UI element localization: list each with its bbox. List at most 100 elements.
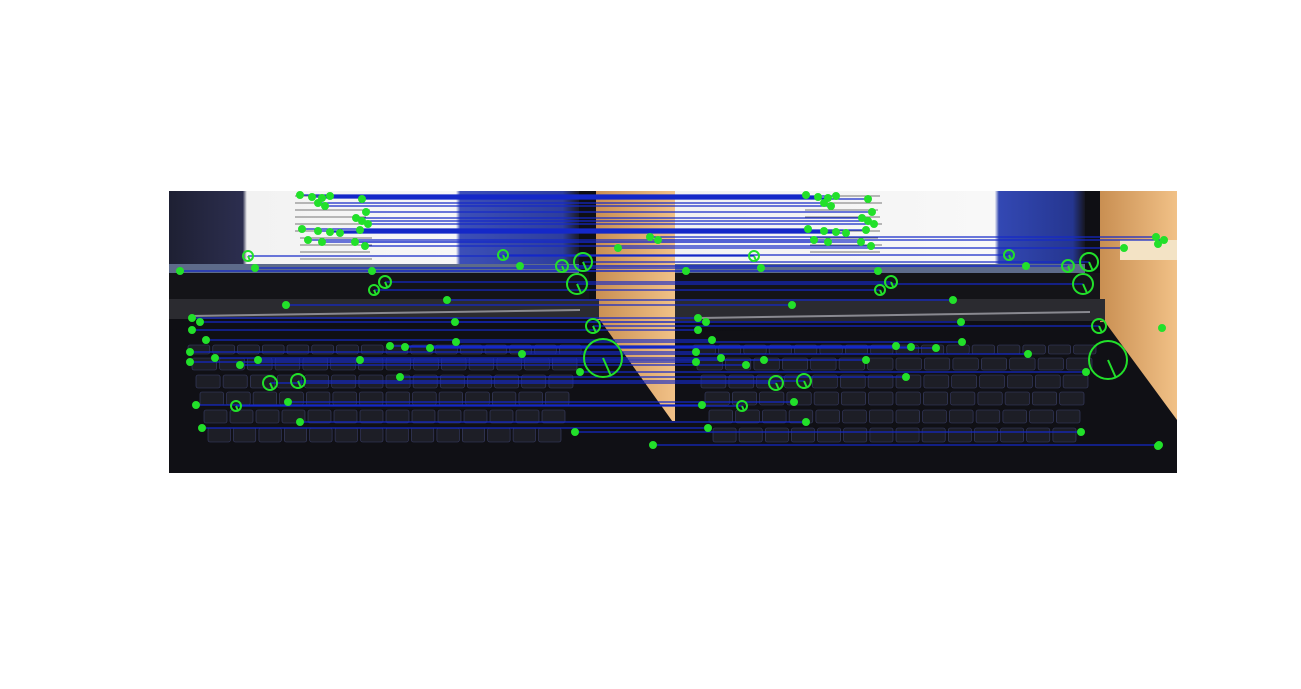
keypoint-orientation [247,255,251,261]
keypoint [862,226,870,234]
keyboard-key [465,391,490,406]
keypoint [717,354,725,362]
keypoint [788,301,796,309]
keypoint [842,229,850,237]
keypoint [708,336,716,344]
keyboard-key [203,409,228,424]
keypoint-orientation [502,254,506,260]
keypoint [401,343,409,351]
keypoint [298,225,306,233]
keyboard-key [1056,409,1081,424]
keypoint-orientation [269,382,274,390]
keyboard-key [538,427,562,443]
keyboard-key [199,391,224,406]
keypoint [907,343,915,351]
keypoint [742,361,750,369]
keyboard-key [333,409,358,424]
keyboard-key [1059,391,1085,406]
keypoint [1160,236,1168,244]
keyboard-key [229,409,254,424]
keyboard-key [258,427,282,443]
keypoint [949,296,957,304]
keypoint-orientation [1107,359,1117,378]
keypoint [654,236,662,244]
keyboard-key [738,427,763,443]
keypoint [892,342,900,350]
keyboard-key [843,427,868,443]
keypoint [356,226,364,234]
keyboard-key [979,374,1005,389]
keyboard-key [385,409,410,424]
keypoint [576,368,584,376]
keypoint [804,225,812,233]
keyboard-key [971,344,995,355]
keypoint [1082,368,1090,376]
keyboard-key [1037,357,1064,371]
keyboard-key [950,391,976,406]
keypoint [188,326,196,334]
keypoint [284,398,292,406]
keypoint [378,275,392,289]
keypoint [361,242,369,250]
keyboard-key [385,427,409,443]
keypoint [326,228,334,236]
keypoint [867,242,875,250]
keyboard-key [975,409,1001,424]
keypoint [254,356,262,364]
keyboard-key [922,409,947,424]
keypoint [186,358,194,366]
keyboard-key [461,427,485,443]
keyboard-key [731,391,757,406]
keypoint [282,301,290,309]
keyboard-key [286,344,310,355]
keyboard-key [1066,357,1093,371]
keypoint [857,238,865,246]
keypoint [351,238,359,246]
keypoint-orientation [373,289,377,295]
keypoint [682,267,690,275]
keypoint [326,192,334,200]
keyboard-key [817,427,841,443]
keyboard-key [1000,427,1024,443]
keyboard-key [977,391,1003,406]
keypoint [698,401,706,409]
keypoint-orientation [297,380,302,388]
keyboard-key [895,357,922,371]
keyboard-key [359,391,384,406]
keypoint [810,236,818,244]
keyboard-key [1002,409,1027,424]
keypoint [614,244,622,252]
keypoint [196,318,204,326]
keyboard-key [283,427,307,443]
keyboard-key [704,391,730,406]
keyboard-key [868,409,894,424]
keyboard-key [813,391,839,406]
keypoint [760,356,768,364]
keypoint [790,398,798,406]
keypoint [251,264,259,272]
keyboard-key [307,409,332,424]
keypoint [820,227,828,235]
keypoint-orientation [1098,325,1103,333]
keypoint [452,338,460,346]
keypoint [694,314,702,322]
keyboard-key [708,409,734,424]
keypoint [318,238,326,246]
keyboard-key [438,391,464,406]
keypoint-orientation [235,405,239,411]
keyboard-key [867,374,894,389]
keypoint [1072,273,1094,295]
keyboard-key [411,427,435,443]
keypoint [362,208,370,216]
keyboard-key [838,357,865,371]
keyboard-key [1062,374,1089,389]
keyboard-key [735,409,760,424]
keypoint [358,195,366,203]
keypoint-orientation [384,281,389,288]
keypoint [358,217,366,225]
keypoint [296,418,304,426]
keypoint [451,318,459,326]
keyboard-key [360,344,384,355]
keyboard-key [385,391,410,406]
keypoint [796,373,812,389]
